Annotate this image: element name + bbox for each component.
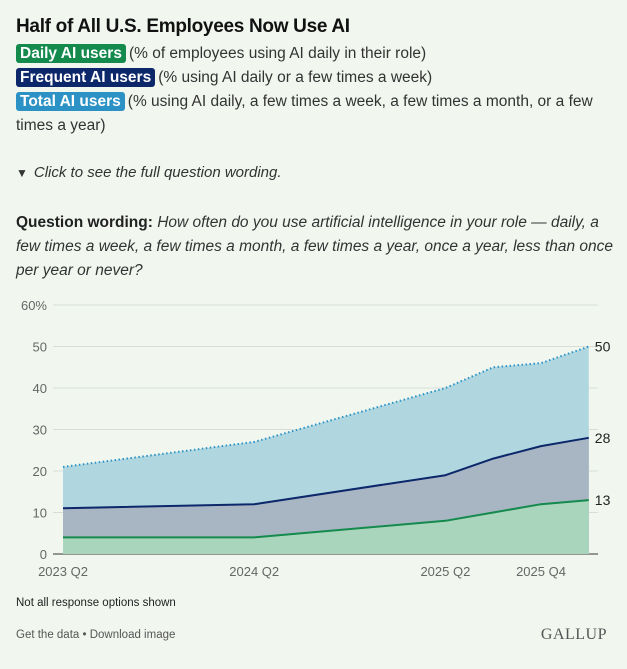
chart-title: Half of All U.S. Employees Now Use AI (16, 16, 350, 37)
y-tick-label: 20 (33, 464, 47, 479)
legend-badge-total: Total AI users (16, 92, 125, 111)
end-value-label: 50 (595, 339, 611, 355)
data-point[interactable] (538, 360, 544, 366)
question-wording-toggle[interactable]: ▼ Click to see the full question wording. (16, 164, 282, 181)
question-wording: Question wording: How often do you use a… (16, 211, 616, 283)
y-tick-label: 10 (33, 506, 47, 521)
data-point[interactable] (538, 501, 544, 507)
series-line-0 (62, 345, 590, 468)
data-point[interactable] (586, 344, 592, 350)
legend-total: Total AI users (% using AI daily, a few t… (16, 90, 606, 138)
separator: • (79, 629, 90, 641)
y-tick-label: 60% (21, 298, 47, 313)
data-point[interactable] (60, 464, 66, 470)
legend-desc-daily: (% of employees using AI daily in their … (128, 45, 427, 62)
data-point[interactable] (442, 518, 448, 524)
download-image-link[interactable]: Download image (89, 629, 176, 641)
triangle-down-icon: ▼ (16, 166, 28, 180)
y-tick-label: 40 (33, 381, 47, 396)
end-value-label: 13 (595, 492, 611, 508)
x-tick-label: 2024 Q2 (229, 564, 279, 579)
data-point[interactable] (586, 435, 592, 441)
gallup-logo: GALLUP (540, 626, 607, 643)
question-label: Question wording: (16, 214, 153, 231)
y-tick-label: 50 (33, 340, 47, 355)
data-point[interactable] (538, 443, 544, 449)
legend-daily: Daily AI users (% of employees using AI d… (16, 42, 606, 66)
footnote: Not all response options shown (16, 597, 176, 609)
legend-frequent: Frequent AI users (% using AI daily or a … (16, 66, 606, 90)
legend-desc-total: (% using AI daily, a few times a week, a… (16, 93, 593, 134)
x-tick-label: 2023 Q2 (38, 564, 88, 579)
x-tick-label: 2025 Q4 (516, 564, 566, 579)
data-point[interactable] (251, 534, 257, 540)
get-data-link[interactable]: Get the data (16, 629, 80, 641)
y-tick-label: 0 (40, 547, 47, 562)
data-point[interactable] (586, 497, 592, 503)
data-point[interactable] (442, 385, 448, 391)
data-point[interactable] (490, 510, 496, 516)
legend-desc-frequent: (% using AI daily or a few times a week) (158, 69, 433, 86)
data-point[interactable] (442, 472, 448, 478)
data-point[interactable] (60, 505, 66, 511)
area-chart: 0 10 20 30 40 50 60% 2023 Q2 2024 Q2 2025 Q2 2025 … (21, 298, 611, 579)
legend-badge-daily: Daily AI users (16, 44, 126, 63)
toggle-label: Click to see the full question wording. (33, 164, 282, 181)
data-point[interactable] (251, 439, 257, 445)
data-point[interactable] (251, 501, 257, 507)
legend-badge-frequent: Frequent AI users (16, 68, 156, 87)
series-area-2 (63, 500, 589, 554)
end-value-label: 28 (595, 430, 611, 446)
data-point[interactable] (490, 364, 496, 370)
y-tick-label: 30 (33, 423, 47, 438)
data-point[interactable] (60, 534, 66, 540)
question-text: How often do you use artificial intellig… (16, 214, 614, 279)
series-line-2 (63, 499, 589, 539)
data-point[interactable] (490, 456, 496, 462)
x-tick-label: 2025 Q2 (420, 564, 470, 579)
footer-links: Get the data • Download image (16, 629, 175, 641)
series-line-1 (62, 436, 589, 510)
